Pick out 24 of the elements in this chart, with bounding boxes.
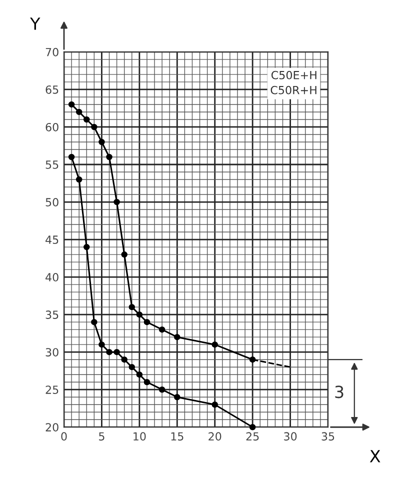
- y-tick-label: 30: [46, 348, 58, 356]
- x-tick-label: 35: [322, 432, 334, 441]
- y-tick-label: 60: [46, 122, 58, 132]
- y-tick-label: 20: [46, 423, 58, 432]
- x-tick-label: 15: [171, 432, 184, 441]
- x-tick-label: 25: [246, 432, 259, 441]
- x-tick-label: 0: [61, 432, 67, 441]
- x-tick-label: 30: [284, 432, 297, 441]
- x-tick-label: 5: [99, 432, 104, 441]
- y-tick-label: 25: [46, 386, 58, 394]
- annotation: C50R+H: [270, 86, 316, 94]
- y-tick-label: 50: [46, 198, 58, 206]
- text: 3: [335, 386, 344, 398]
- y-tick-label: 45: [46, 236, 58, 244]
- y-tick-label: 40: [46, 273, 58, 282]
- x-tick-label: 10: [134, 432, 146, 441]
- x-tick-label: 20: [208, 432, 222, 441]
- x-axis-title: X: [370, 450, 380, 462]
- y-axis-title: Y: [30, 18, 40, 30]
- y-tick-label: 65: [46, 85, 58, 94]
- y-tick-label: 35: [46, 310, 58, 319]
- y-tick-label: 55: [46, 160, 58, 169]
- y-tick-label: 70: [46, 48, 58, 56]
- annotation: C50E+H: [271, 70, 316, 80]
